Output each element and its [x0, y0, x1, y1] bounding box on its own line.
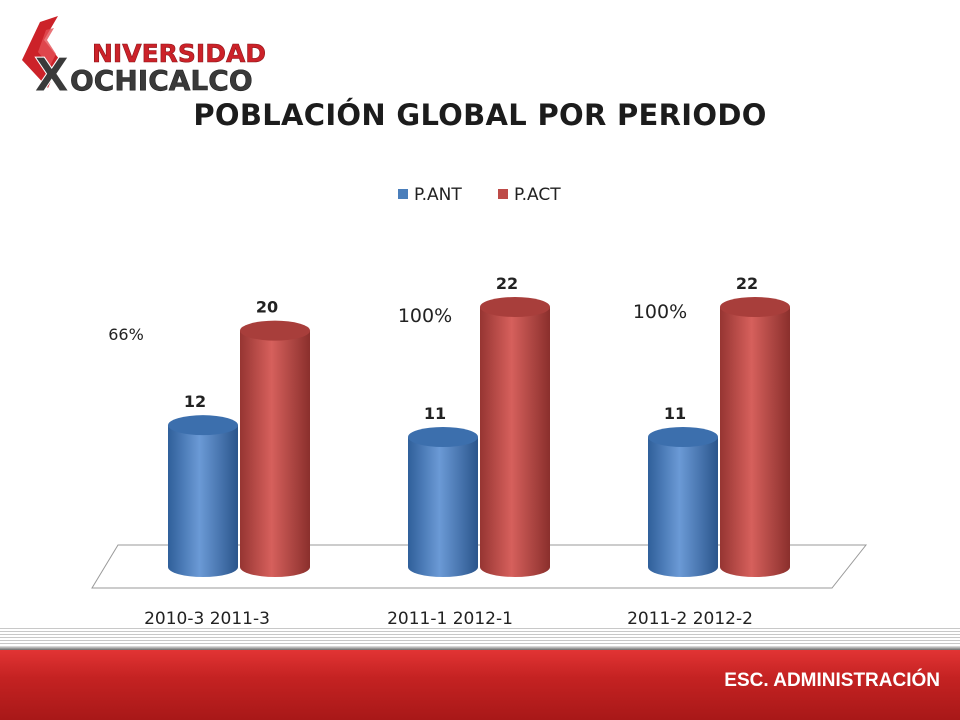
category-label-3: 2011-2 2012-2	[627, 609, 753, 629]
bar-cap-p-act-3	[720, 297, 790, 317]
chart-legend: P.ANT P.ACT	[398, 185, 561, 205]
category-label-1: 2010-3 2011-3	[144, 609, 270, 629]
logo-line2: OCHICALCO	[70, 64, 253, 97]
bar-cap-p-act-1	[240, 320, 310, 341]
percent-label-1: 66%	[108, 325, 144, 344]
bar-cap-p-ant-1	[168, 415, 238, 436]
legend-swatch-p-act	[498, 189, 508, 199]
data-label-p-act-3: 22	[736, 274, 758, 293]
category-label-2: 2011-1 2012-1	[387, 609, 513, 629]
chart-bars	[168, 297, 790, 577]
bar-p-act-2	[480, 307, 550, 577]
data-label-p-ant-2: 11	[424, 404, 446, 423]
data-label-p-act-1: 20	[256, 298, 278, 317]
bar-cap-p-ant-2	[408, 427, 478, 447]
bar-p-act-1	[240, 330, 310, 577]
legend-label-p-ant: P.ANT	[414, 185, 462, 205]
data-label-p-act-2: 22	[496, 274, 518, 293]
bar-chart: P.ANT P.ACT 12 20 11 22 11 22 66% 100% 100% 2010-3…	[91, 185, 868, 629]
footer-shadow	[0, 646, 960, 650]
percent-label-2: 100%	[398, 305, 452, 327]
data-label-p-ant-1: 12	[184, 392, 206, 411]
chart-labels: 12 20 11 22 11 22 66% 100% 100% 2010-3 2011-3 2011…	[108, 274, 758, 629]
bar-p-ant-3	[648, 437, 718, 577]
chart-title: POBLACIÓN GLOBAL POR PERIODO	[193, 98, 767, 132]
percent-label-3: 100%	[633, 301, 687, 323]
data-label-p-ant-3: 11	[664, 404, 686, 423]
logo-chevron-icon	[22, 16, 60, 88]
bar-cap-p-act-2	[480, 297, 550, 317]
footer-label: ESC. ADMINISTRACIÓN	[724, 670, 940, 691]
bar-p-ant-2	[408, 437, 478, 577]
logo-x-letter: X	[34, 48, 69, 100]
universidad-xochicalco-logo: X NIVERSIDAD OCHICALCO	[22, 16, 266, 100]
bar-p-ant-1	[168, 425, 238, 577]
footer-bar	[0, 650, 960, 720]
logo-line1: NIVERSIDAD	[92, 39, 266, 68]
footer-stripes	[0, 628, 960, 650]
legend-label-p-act: P.ACT	[514, 185, 561, 205]
bar-cap-p-ant-3	[648, 427, 718, 447]
legend-swatch-p-ant	[398, 189, 408, 199]
bar-p-act-3	[720, 307, 790, 577]
